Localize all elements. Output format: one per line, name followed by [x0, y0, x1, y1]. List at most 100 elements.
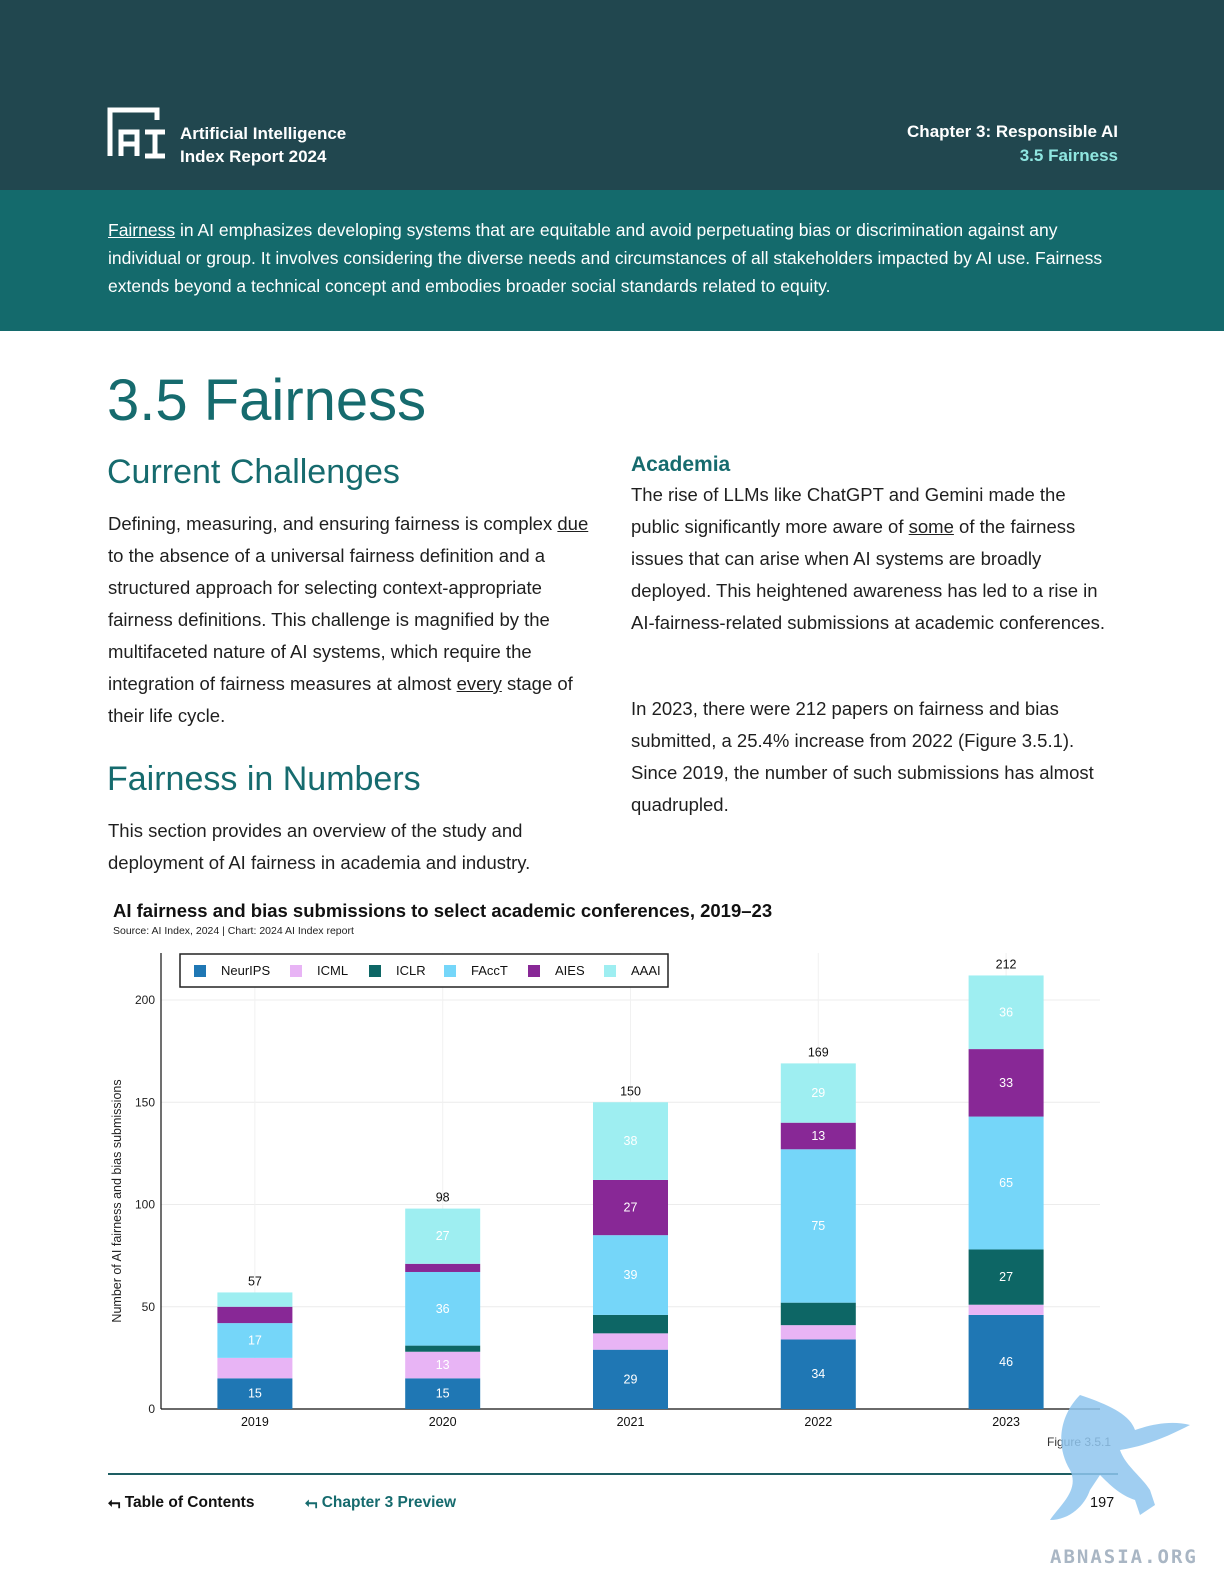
bar-segment — [217, 1323, 293, 1358]
total-label: 169 — [808, 1045, 829, 1059]
bar-segment — [780, 1339, 856, 1409]
data-label: 13 — [436, 1358, 450, 1372]
some-link[interactable]: some — [908, 516, 954, 537]
data-label: 13 — [811, 1129, 825, 1143]
bar-segment — [780, 1122, 856, 1150]
y-tick-label: 200 — [135, 993, 155, 1007]
legend-swatch — [194, 965, 206, 977]
table-of-contents-link[interactable]: ⮢ Table of Contents — [108, 1494, 254, 1512]
section-label: 3.5 Fairness — [1019, 146, 1118, 165]
numbers-paragraph: This section provides an overview of the… — [108, 820, 531, 873]
academia-text-b: of the fairness issues that can arise wh… — [631, 516, 1106, 633]
bar-segment — [593, 1235, 668, 1315]
bar-segment — [593, 1179, 668, 1236]
legend-label: ICLR — [396, 963, 426, 978]
bar-segment — [593, 1349, 668, 1409]
brand-line-2: Index Report 2024 — [180, 147, 327, 166]
bar-segment — [405, 1345, 481, 1352]
bar-segment — [217, 1357, 293, 1379]
data-label: 36 — [999, 1005, 1013, 1019]
bar-segment — [405, 1351, 481, 1379]
every-link[interactable]: every — [456, 673, 502, 694]
chart-source: Source: AI Index, 2024 | Chart: 2024 AI … — [113, 925, 354, 937]
x-tick-label: 2021 — [617, 1415, 645, 1429]
ai-index-logo — [107, 107, 165, 159]
bar-segment — [780, 1063, 856, 1123]
heading-current-challenges: Current Challenges — [107, 453, 400, 491]
total-label: 212 — [996, 957, 1017, 971]
bar-segment — [968, 1116, 1044, 1250]
chapter-preview-label: Chapter 3 Preview — [321, 1494, 457, 1511]
watermark-text: ABNASIA.ORG — [1050, 1546, 1198, 1568]
legend-label: FAccT — [471, 963, 508, 978]
fairness-link[interactable]: Fairness — [108, 220, 176, 240]
bar-segment — [217, 1306, 293, 1324]
legend-swatch — [290, 965, 302, 977]
x-tick-label: 2020 — [429, 1415, 457, 1429]
data-label: 27 — [999, 1270, 1013, 1284]
challenges-text-b: to the absence of a universal fairness d… — [108, 545, 550, 694]
legend-swatch — [528, 965, 540, 977]
chart-title: AI fairness and bias submissions to sele… — [113, 900, 773, 921]
academia-paragraph-2: In 2023, there were 212 papers on fairne… — [631, 698, 1094, 815]
data-label: 36 — [436, 1302, 450, 1316]
x-tick-label: 2019 — [241, 1415, 269, 1429]
data-label: 46 — [999, 1355, 1013, 1369]
data-label: 27 — [436, 1229, 450, 1243]
return-arrow-icon: ⮢ — [305, 1494, 318, 1511]
bar-segment — [780, 1149, 856, 1303]
academia-paragraph-1: The rise of LLMs like ChatGPT and Gemini… — [631, 479, 1106, 639]
challenges-text-c: stage of their life cycle. — [108, 673, 573, 726]
x-tick-label: 2022 — [804, 1415, 832, 1429]
intro-text: Fairness in AI emphasizes developing sys… — [108, 216, 1118, 300]
heading-fairness-in-numbers: Fairness in Numbers — [107, 760, 421, 798]
data-label: 15 — [248, 1387, 262, 1401]
legend-swatch — [369, 965, 381, 977]
bar-segment — [405, 1271, 481, 1346]
bar-segment — [405, 1378, 481, 1409]
legend-swatch — [444, 965, 456, 977]
bar-segment — [405, 1208, 481, 1264]
griffin-watermark-icon — [1050, 1395, 1190, 1520]
legend-label: AAAI — [631, 963, 661, 978]
data-label: 15 — [436, 1387, 450, 1401]
legend-box — [179, 953, 669, 988]
x-tick-label: 2023 — [992, 1415, 1020, 1429]
academia-text-a: The rise of LLMs like ChatGPT and Gemini… — [631, 484, 1066, 537]
page-number: 197 — [1090, 1495, 1115, 1511]
y-tick-label: 50 — [142, 1300, 156, 1314]
data-label: 29 — [624, 1372, 638, 1386]
page-title: 3.5 Fairness — [107, 368, 427, 433]
bar-segment — [593, 1314, 668, 1334]
legend-label: NeurIPS — [221, 963, 270, 978]
stacked-bar-chart: 0 50 100 150 200 Number of AI fairness and bi… — [110, 953, 1100, 1429]
bar-segment — [405, 1263, 481, 1272]
total-label: 150 — [620, 1084, 641, 1098]
challenges-text-a: Defining, measuring, and ensuring fairne… — [108, 513, 558, 534]
bar-segment — [217, 1292, 293, 1307]
legend-label: AIES — [555, 963, 585, 978]
y-tick-label: 100 — [135, 1198, 155, 1212]
chapter-preview-link[interactable]: ⮢ Chapter 3 Preview — [305, 1494, 456, 1512]
legend-label: ICML — [317, 963, 348, 978]
intro-body: in AI emphasizes developing systems that… — [108, 220, 1103, 296]
data-label: 17 — [248, 1333, 262, 1347]
data-label: 39 — [624, 1268, 638, 1282]
chapter-label: Chapter 3: Responsible AI — [907, 122, 1118, 141]
challenges-paragraph: Defining, measuring, and ensuring fairne… — [108, 508, 593, 732]
y-axis-title: Number of AI fairness and bias submissio… — [110, 1079, 124, 1322]
brand-title: Artificial Intelligence Index Report 202… — [180, 122, 346, 168]
data-label: 38 — [624, 1134, 638, 1148]
due-link[interactable]: due — [557, 513, 589, 534]
bar-segment — [780, 1325, 856, 1340]
footer-rule — [108, 1473, 1118, 1475]
bar-segment — [780, 1302, 856, 1326]
toc-label: Table of Contents — [124, 1494, 255, 1511]
bar-segment — [593, 1102, 668, 1180]
brand-line-1: Artificial Intelligence — [180, 124, 347, 143]
data-label: 33 — [999, 1076, 1013, 1090]
bar-segment — [968, 1249, 1044, 1305]
y-tick-label: 150 — [135, 1095, 155, 1109]
data-label: 29 — [811, 1086, 825, 1100]
data-label: 65 — [999, 1176, 1013, 1190]
